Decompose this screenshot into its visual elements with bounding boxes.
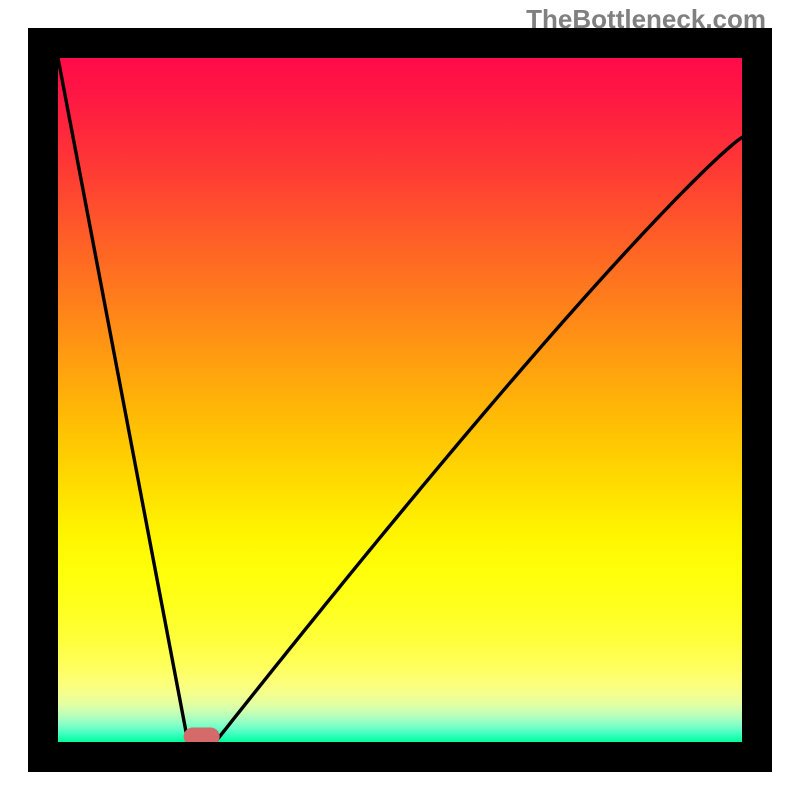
minimum-marker bbox=[184, 728, 220, 742]
plot-background bbox=[58, 58, 742, 742]
curve-svg bbox=[58, 58, 742, 742]
watermark-text: TheBottleneck.com bbox=[526, 4, 766, 35]
plot-area bbox=[58, 58, 742, 742]
chart-container: TheBottleneck.com bbox=[0, 0, 800, 800]
